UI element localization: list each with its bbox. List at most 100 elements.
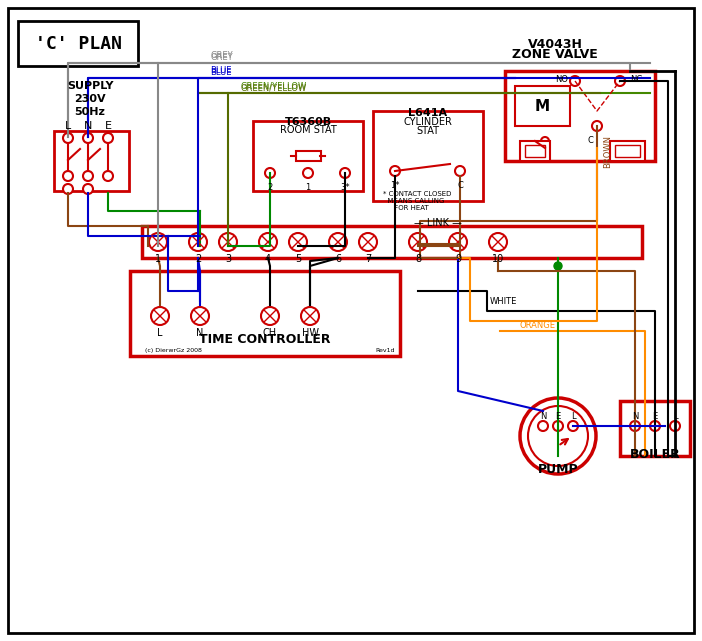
Text: 1: 1: [155, 254, 161, 264]
Text: T6360B: T6360B: [284, 117, 331, 127]
Text: TIME CONTROLLER: TIME CONTROLLER: [199, 333, 331, 346]
Text: L: L: [157, 328, 163, 338]
Text: 'C' PLAN: 'C' PLAN: [34, 35, 121, 53]
Text: SUPPLY: SUPPLY: [67, 81, 113, 91]
Text: 8: 8: [415, 254, 421, 264]
Text: BLUE: BLUE: [210, 66, 232, 75]
Text: N: N: [540, 412, 546, 421]
Text: E: E: [652, 412, 658, 421]
Circle shape: [615, 76, 625, 86]
Text: * CONTACT CLOSED
  MEANS CALLING
     FOR HEAT: * CONTACT CLOSED MEANS CALLING FOR HEAT: [383, 191, 451, 211]
Circle shape: [340, 168, 350, 178]
Text: N: N: [197, 328, 204, 338]
Circle shape: [219, 233, 237, 251]
Text: NO: NO: [555, 74, 568, 83]
Text: C: C: [587, 136, 593, 145]
Text: GREEN/YELLOW: GREEN/YELLOW: [240, 83, 306, 92]
Text: ROOM STAT: ROOM STAT: [279, 125, 336, 135]
Circle shape: [650, 421, 660, 431]
Text: E: E: [555, 412, 561, 421]
Bar: [130, 271, 400, 356]
Bar: [253, 121, 363, 191]
Text: GREEN/YELLOW: GREEN/YELLOW: [240, 81, 306, 90]
Text: GREY: GREY: [210, 53, 232, 62]
Text: M: M: [534, 99, 550, 113]
Text: CH: CH: [263, 328, 277, 338]
Bar: [18, 21, 138, 66]
Text: WHITE: WHITE: [490, 297, 517, 306]
Circle shape: [630, 421, 640, 431]
Bar: [620, 401, 690, 456]
Bar: [610, 141, 645, 161]
Text: 230V: 230V: [74, 94, 106, 104]
Text: GREY: GREY: [210, 51, 232, 60]
Text: C: C: [457, 181, 463, 190]
Text: PUMP: PUMP: [538, 463, 578, 476]
Circle shape: [83, 133, 93, 143]
Circle shape: [489, 233, 507, 251]
Text: BOILER: BOILER: [630, 448, 680, 461]
Bar: [525, 145, 545, 157]
Circle shape: [151, 307, 169, 325]
Text: L: L: [673, 412, 677, 421]
Text: CYLINDER: CYLINDER: [404, 117, 452, 127]
Text: 50Hz: 50Hz: [74, 107, 105, 117]
Circle shape: [538, 421, 548, 431]
Text: N: N: [632, 412, 638, 421]
Circle shape: [103, 171, 113, 181]
Text: — LINK —: — LINK —: [414, 218, 462, 228]
Circle shape: [259, 233, 277, 251]
Text: N: N: [84, 121, 92, 131]
Circle shape: [149, 233, 167, 251]
Circle shape: [63, 133, 73, 143]
Bar: [54, 131, 129, 191]
Text: 9: 9: [455, 254, 461, 264]
Text: 4: 4: [265, 254, 271, 264]
Text: 1: 1: [305, 183, 310, 192]
Circle shape: [670, 421, 680, 431]
Circle shape: [409, 233, 427, 251]
Circle shape: [265, 168, 275, 178]
Circle shape: [329, 233, 347, 251]
Circle shape: [455, 166, 465, 176]
Circle shape: [289, 233, 307, 251]
Text: 1*: 1*: [390, 181, 399, 190]
Circle shape: [570, 76, 580, 86]
Text: 6: 6: [335, 254, 341, 264]
Text: V4043H: V4043H: [528, 38, 583, 51]
Circle shape: [359, 233, 377, 251]
Circle shape: [261, 307, 279, 325]
Text: ZONE VALVE: ZONE VALVE: [512, 48, 598, 61]
Text: L: L: [65, 121, 71, 131]
Text: (c) DierwrGz 2008: (c) DierwrGz 2008: [145, 348, 202, 353]
Bar: [142, 226, 642, 258]
Text: L641A: L641A: [409, 108, 448, 118]
Text: BROWN: BROWN: [603, 135, 612, 168]
Circle shape: [568, 421, 578, 431]
Bar: [615, 145, 640, 157]
Text: 2: 2: [267, 183, 272, 192]
Text: HW: HW: [301, 328, 319, 338]
Text: 3*: 3*: [340, 183, 350, 192]
Circle shape: [83, 184, 93, 194]
Bar: [296, 151, 321, 161]
Text: Rev1d: Rev1d: [375, 348, 395, 353]
Text: STAT: STAT: [416, 126, 439, 136]
Text: 7: 7: [365, 254, 371, 264]
Circle shape: [592, 121, 602, 131]
Bar: [520, 141, 550, 161]
Circle shape: [189, 233, 207, 251]
Circle shape: [554, 262, 562, 270]
Circle shape: [301, 307, 319, 325]
Circle shape: [553, 421, 563, 431]
Circle shape: [63, 184, 73, 194]
Circle shape: [520, 398, 596, 474]
Text: NC: NC: [630, 74, 642, 83]
Text: 10: 10: [492, 254, 504, 264]
Circle shape: [83, 171, 93, 181]
Circle shape: [528, 406, 588, 466]
Text: ORANGE: ORANGE: [520, 321, 556, 330]
Circle shape: [63, 171, 73, 181]
Text: BLUE: BLUE: [210, 68, 232, 77]
Circle shape: [541, 137, 549, 145]
